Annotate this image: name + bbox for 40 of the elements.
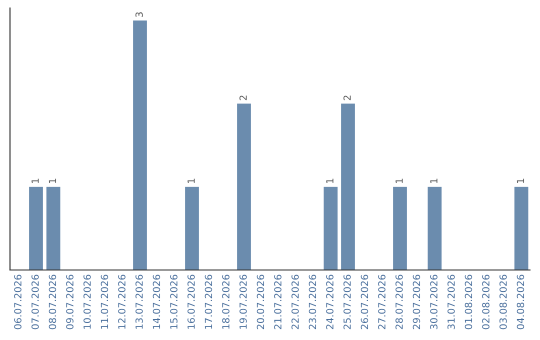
x-tick-label: 27.07.2026 [378,274,386,330]
x-tick-label: 01.08.2026 [464,274,472,330]
x-tick-label: 30.07.2026 [430,274,438,330]
x-tick-label: 23.07.2026 [308,274,316,330]
x-tick-label: 24.07.2026 [326,274,334,330]
x-tick-label: 10.07.2026 [83,274,91,329]
x-tick-label: 12.07.2026 [118,274,126,329]
x-tick-label: 14.07.2026 [152,274,160,329]
data-label: 3 [135,12,143,17]
data-label: 1 [326,178,334,183]
x-tick-label: 16.07.2026 [187,274,195,329]
x-tick-label: 09.07.2026 [66,274,74,330]
data-label: 1 [430,178,438,183]
x-tick-label: 26.07.2026 [360,274,368,330]
data-label: 1 [396,178,403,183]
x-tick-label: 02.08.2026 [482,274,490,330]
x-tick-label: 31.07.2026 [447,274,455,330]
x-tick-label: 25.07.2026 [343,274,351,330]
x-tick-label: 22.07.2026 [291,274,299,330]
x-tick-label: 18.07.2026 [222,274,230,329]
data-label: 1 [48,178,56,183]
x-tick-label: 06.07.2026 [14,274,22,330]
x-tick-label: 19.07.2026 [239,274,247,329]
x-tick-label: 29.07.2026 [412,274,420,330]
x-tick-label: 04.08.2026 [516,274,524,330]
data-label: 1 [516,178,524,183]
x-tick-label: 15.07.2026 [170,274,178,329]
x-tick-label: 17.07.2026 [204,274,212,329]
x-tick-label: 03.08.2026 [499,274,507,330]
x-tick-label: 08.07.2026 [48,274,56,330]
x-tick-label: 28.07.2026 [395,274,403,330]
x-tick-label: 21.07.2026 [274,274,282,330]
data-label: 1 [188,178,195,183]
x-tick-label: 07.07.2026 [31,274,39,330]
x-tick-label: 13.07.2026 [135,274,143,329]
x-tick-label: 20.07.2026 [256,274,264,330]
data-label: 1 [32,178,39,183]
x-tick-label: 11.07.2026 [100,274,108,329]
data-label: 2 [239,96,247,100]
data-label: 2 [343,96,351,100]
